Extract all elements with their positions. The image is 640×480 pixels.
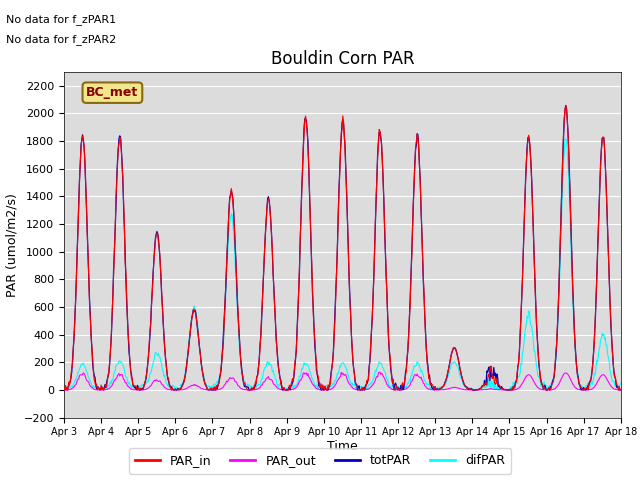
- Y-axis label: PAR (umol/m2/s): PAR (umol/m2/s): [5, 193, 18, 297]
- Text: No data for f_zPAR2: No data for f_zPAR2: [6, 34, 116, 45]
- X-axis label: Time: Time: [327, 440, 358, 453]
- Legend: PAR_in, PAR_out, totPAR, difPAR: PAR_in, PAR_out, totPAR, difPAR: [129, 448, 511, 474]
- Text: BC_met: BC_met: [86, 86, 138, 99]
- Title: Bouldin Corn PAR: Bouldin Corn PAR: [271, 49, 414, 68]
- Text: No data for f_zPAR1: No data for f_zPAR1: [6, 14, 116, 25]
